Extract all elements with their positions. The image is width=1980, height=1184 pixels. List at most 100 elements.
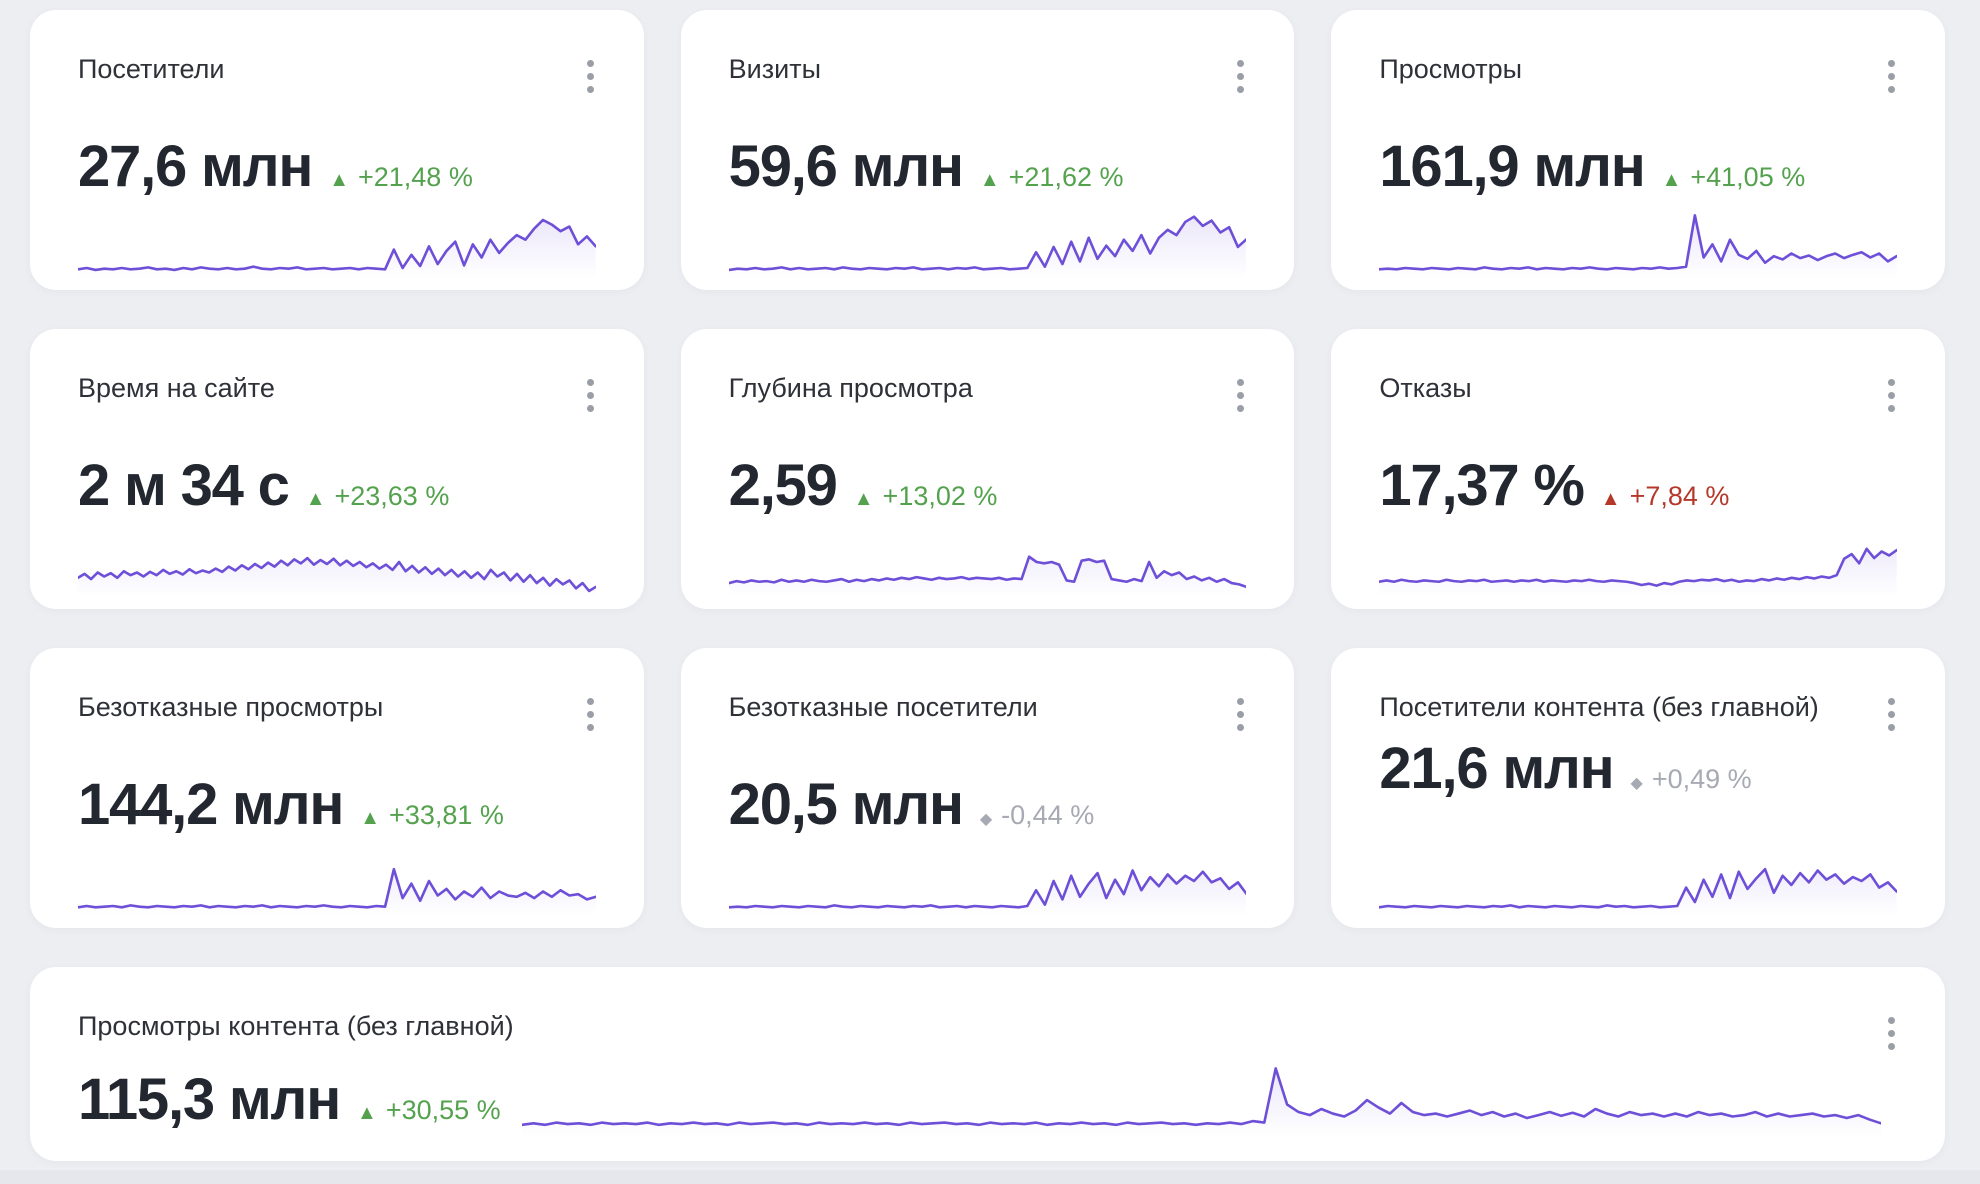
kebab-dot-icon xyxy=(1237,379,1245,386)
trend-up-icon: ▲ xyxy=(329,169,349,192)
card-menu-button[interactable] xyxy=(1882,692,1901,737)
card-menu-button[interactable] xyxy=(581,692,600,737)
kebab-dot-icon xyxy=(1888,1043,1895,1050)
value-row: 161,9 млн ▲ +41,05 % xyxy=(1379,133,1897,200)
metric-card-bounces: Отказы 17,37 % ▲ +7,84 % xyxy=(1331,329,1945,609)
card-menu-button[interactable] xyxy=(1231,54,1250,99)
kebab-dot-icon xyxy=(1237,724,1245,731)
change-percent: +0,49 % xyxy=(1651,764,1752,795)
kebab-dot-icon xyxy=(1888,711,1895,718)
value-row: 20,5 млн ◆ -0,44 % xyxy=(729,771,1247,838)
card-title: Время на сайте xyxy=(78,373,275,403)
sparkline-chart[interactable] xyxy=(1379,208,1897,278)
card-title: Глубина просмотра xyxy=(728,373,973,403)
kebab-dot-icon xyxy=(1888,1030,1895,1037)
value-row: 115,3 млн ▲ +30,55 % xyxy=(78,1066,1897,1133)
kebab-dot-icon xyxy=(586,698,594,705)
value-row: 21,6 млн ◆ +0,49 % xyxy=(1379,735,1897,802)
kebab-dot-icon xyxy=(1888,1017,1895,1024)
metric-value: 17,37 % xyxy=(1379,453,1585,519)
kebab-dot-icon xyxy=(1237,405,1245,412)
change-percent: -0,44 % xyxy=(1001,800,1095,831)
sparkline-chart[interactable] xyxy=(728,527,1247,597)
card-menu-button[interactable] xyxy=(1882,373,1901,418)
value-row: 2 м 34 с ▲ +23,63 % xyxy=(78,452,596,519)
trend-up-icon: ▲ xyxy=(853,488,874,511)
metric-card-view-depth: Глубина просмотра 2,59 ▲ +13,02 % xyxy=(680,329,1295,609)
change-indicator: ◆ +0,49 % xyxy=(1631,764,1752,795)
trend-neutral-icon: ◆ xyxy=(1630,775,1643,793)
sparkline-chart[interactable] xyxy=(522,1057,1881,1137)
kebab-dot-icon xyxy=(1888,405,1895,412)
kebab-dot-icon xyxy=(586,392,594,399)
change-percent: +21,48 % xyxy=(357,162,473,193)
trend-up-icon: ▲ xyxy=(360,807,381,830)
card-menu-button[interactable] xyxy=(581,373,600,418)
trend-neutral-icon: ◆ xyxy=(979,811,993,829)
card-title: Визиты xyxy=(728,54,821,84)
kebab-dot-icon xyxy=(586,73,594,80)
change-indicator: ▲ +23,63 % xyxy=(306,481,450,512)
kebab-dot-icon xyxy=(1237,698,1245,705)
metric-card-content-visitors: Посетители контента (без главной) 21,6 м… xyxy=(1331,648,1945,928)
kebab-dot-icon xyxy=(1888,86,1895,93)
value-row: 27,6 млн ▲ +21,48 % xyxy=(78,133,596,200)
change-indicator: ▲ +30,55 % xyxy=(357,1095,501,1126)
metric-card-non-bounce-views: Безотказные просмотры 144,2 млн ▲ +33,81… xyxy=(30,648,644,928)
sparkline-chart[interactable] xyxy=(728,846,1247,916)
change-percent: +13,02 % xyxy=(882,481,998,512)
kebab-dot-icon xyxy=(586,60,594,67)
sparkline-chart[interactable] xyxy=(78,208,596,278)
change-indicator: ▲ +13,02 % xyxy=(854,481,998,512)
card-title: Просмотры xyxy=(1379,54,1523,84)
metric-value: 144,2 млн xyxy=(78,772,344,838)
card-menu-button[interactable] xyxy=(1231,692,1250,737)
metric-value: 115,3 млн xyxy=(78,1067,341,1133)
change-percent: +23,63 % xyxy=(334,481,450,512)
value-row: 2,59 ▲ +13,02 % xyxy=(729,452,1247,519)
trend-up-icon: ▲ xyxy=(1661,169,1682,192)
card-menu-button[interactable] xyxy=(1882,54,1901,99)
value-row: 17,37 % ▲ +7,84 % xyxy=(1379,452,1897,519)
change-percent: +30,55 % xyxy=(385,1095,501,1126)
card-title: Безотказные просмотры xyxy=(78,692,384,722)
metric-value: 161,9 млн xyxy=(1379,134,1645,200)
card-menu-button[interactable] xyxy=(1882,1011,1901,1056)
sparkline-chart[interactable] xyxy=(78,846,596,916)
card-menu-button[interactable] xyxy=(1231,373,1250,418)
metric-card-visits: Визиты 59,6 млн ▲ +21,62 % xyxy=(680,10,1295,290)
value-row: 144,2 млн ▲ +33,81 % xyxy=(78,771,596,838)
kebab-dot-icon xyxy=(586,405,594,412)
change-indicator: ▲ +33,81 % xyxy=(360,800,504,831)
change-indicator: ▲ +21,48 % xyxy=(329,162,473,193)
next-section-edge xyxy=(0,1170,1980,1184)
change-percent: +33,81 % xyxy=(389,800,504,831)
sparkline-chart[interactable] xyxy=(1379,527,1897,597)
card-title: Просмотры контента (без главной) xyxy=(78,1011,514,1041)
change-indicator: ▲ +7,84 % xyxy=(1601,481,1730,512)
card-title: Безотказные посетители xyxy=(728,692,1038,722)
kebab-dot-icon xyxy=(1237,60,1245,67)
change-indicator: ▲ +41,05 % xyxy=(1662,162,1806,193)
metric-value: 2,59 xyxy=(728,453,838,519)
sparkline-chart[interactable] xyxy=(728,208,1247,278)
kebab-dot-icon xyxy=(586,724,594,731)
metric-value: 59,6 млн xyxy=(728,134,964,200)
card-menu-button[interactable] xyxy=(581,54,600,99)
metric-value: 20,5 млн xyxy=(728,772,964,838)
kebab-dot-icon xyxy=(1888,379,1895,386)
kebab-dot-icon xyxy=(586,86,594,93)
sparkline-chart[interactable] xyxy=(78,527,596,597)
sparkline-chart[interactable] xyxy=(1379,846,1897,916)
cards-grid: Посетители 27,6 млн ▲ +21,48 % Визиты xyxy=(30,10,1945,1161)
trend-up-icon: ▲ xyxy=(979,169,1000,192)
card-title: Посетители контента (без главной) xyxy=(1379,692,1819,722)
card-title: Посетители xyxy=(78,54,225,84)
kebab-dot-icon xyxy=(1888,724,1895,731)
metric-value: 2 м 34 с xyxy=(78,453,290,519)
change-indicator: ▲ +21,62 % xyxy=(980,162,1124,193)
kebab-dot-icon xyxy=(1888,73,1895,80)
kebab-dot-icon xyxy=(1237,86,1245,93)
metric-card-pageviews: Просмотры 161,9 млн ▲ +41,05 % xyxy=(1331,10,1945,290)
trend-up-icon: ▲ xyxy=(1600,488,1621,511)
